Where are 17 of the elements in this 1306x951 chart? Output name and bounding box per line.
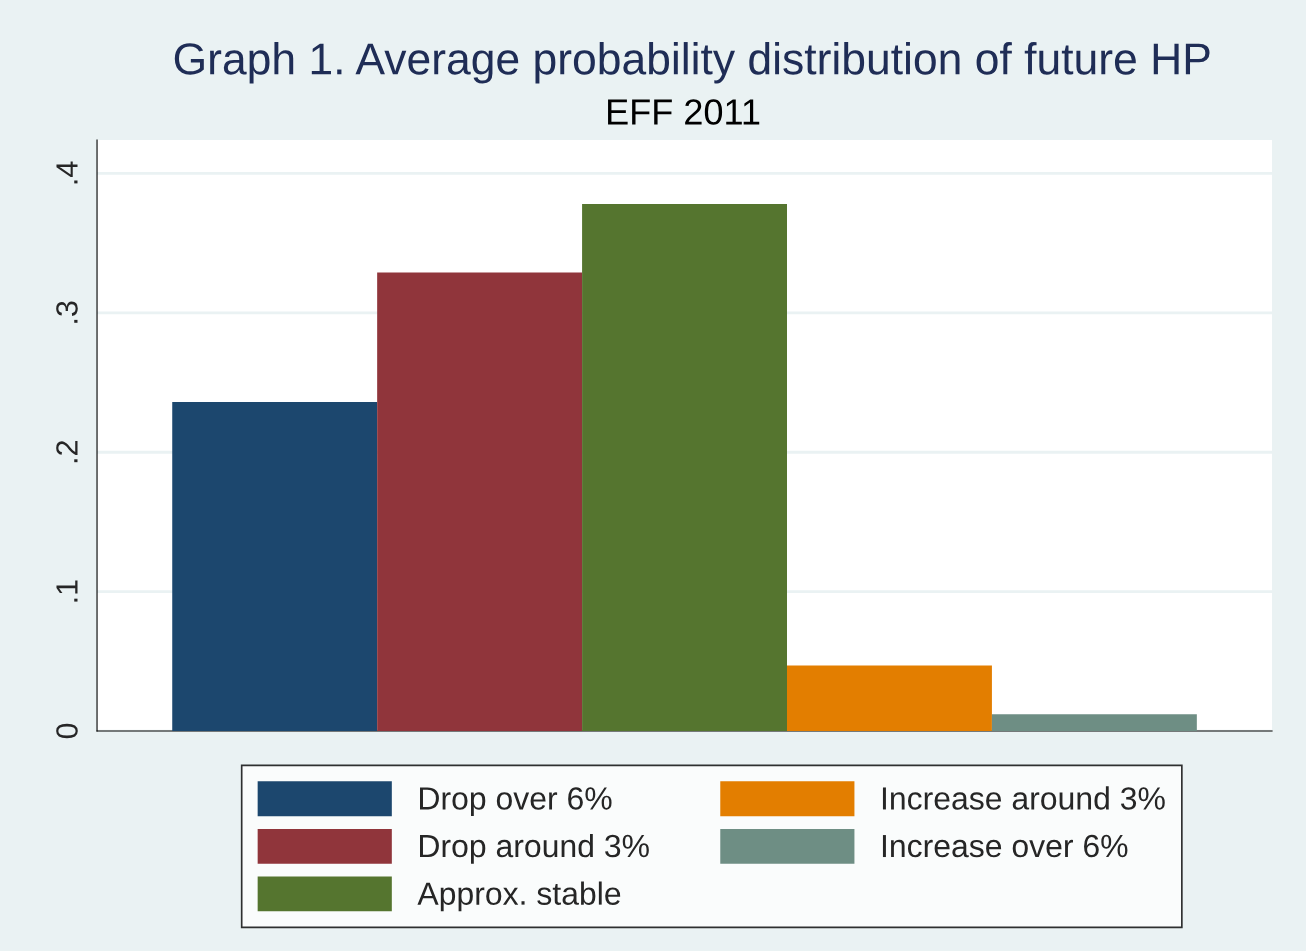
y-tick-label: .1 [56,580,78,602]
chart-subtitle: EFF 2011 [608,99,760,125]
chart-title: Graph 1. Average probability distribution of future HP [174,42,1210,84]
bar [172,402,378,732]
bar [377,272,583,732]
y-tick-label: .3 [56,301,78,323]
legend-label: Approx. stable [417,881,621,912]
legend-label: Increase over 6% [882,834,1128,858]
legend-label: Drop around 3% [420,833,649,864]
y-tick-label: .4 [56,161,78,184]
bar [991,714,1197,732]
bar [787,665,992,732]
legend-label: Increase around 3% [882,786,1165,810]
legend-label: Drop over 6% [420,787,612,817]
bar [582,204,787,732]
y-tick-label: .2 [56,441,78,463]
y-tick-label: 0 [56,723,78,739]
